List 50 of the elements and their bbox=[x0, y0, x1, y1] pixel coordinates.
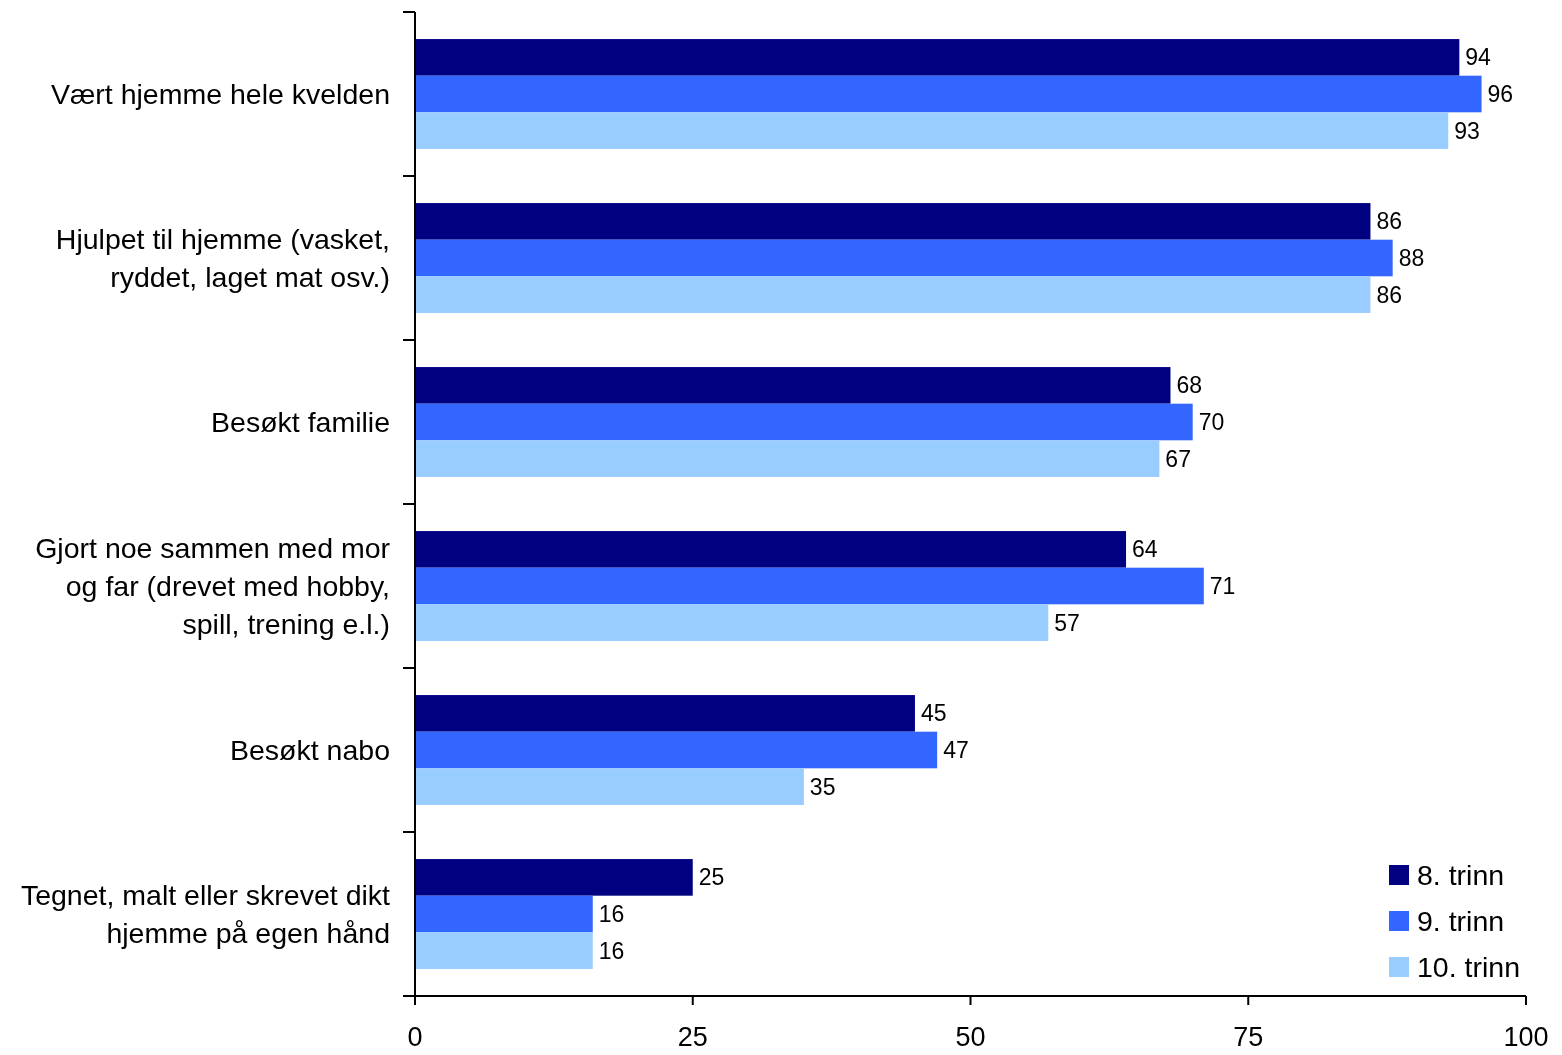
data-label: 47 bbox=[943, 737, 969, 764]
bar bbox=[415, 604, 1049, 641]
x-tick-label: 50 bbox=[955, 1022, 986, 1052]
bar bbox=[415, 731, 938, 769]
bar bbox=[415, 567, 1204, 605]
bar bbox=[415, 932, 593, 969]
y-tick-label: Tegnet, malt eller skrevet dikt hjemme på egen hånd bbox=[20, 878, 391, 949]
data-label: 70 bbox=[1198, 409, 1225, 436]
data-label: 93 bbox=[1454, 117, 1480, 144]
data-label: 88 bbox=[1398, 245, 1425, 272]
data-label: 16 bbox=[598, 937, 625, 964]
bar bbox=[415, 859, 693, 896]
data-label: 71 bbox=[1209, 573, 1236, 600]
bar bbox=[415, 531, 1127, 568]
y-tick-label: Besøkt familie bbox=[211, 405, 390, 438]
bar bbox=[415, 239, 1393, 277]
data-label: 57 bbox=[1054, 609, 1080, 636]
x-tick-label: 0 bbox=[407, 1022, 423, 1052]
bar bbox=[415, 768, 804, 805]
y-tick-label: Vært hjemme hele kvelden bbox=[51, 77, 390, 110]
bar bbox=[415, 403, 1193, 441]
bar bbox=[415, 367, 1171, 404]
bar bbox=[415, 276, 1371, 313]
legend-label: 8. trinn bbox=[1417, 858, 1505, 891]
x-tick-label: 25 bbox=[677, 1022, 708, 1052]
bar bbox=[415, 39, 1460, 76]
x-tick-label: 75 bbox=[1233, 1022, 1264, 1052]
data-label: 16 bbox=[598, 901, 625, 928]
bar bbox=[415, 112, 1449, 149]
y-tick-label: Besøkt nabo bbox=[229, 733, 390, 766]
y-tick-label: Gjort noe sammen med mor og far (drevet med hobby, spill, trening e.l.) bbox=[35, 531, 391, 640]
data-label: 86 bbox=[1376, 208, 1403, 235]
data-label: 64 bbox=[1132, 536, 1158, 563]
legend-label: 10. trinn bbox=[1417, 950, 1521, 983]
data-label: 94 bbox=[1465, 44, 1492, 71]
data-label: 45 bbox=[920, 700, 947, 727]
bar bbox=[415, 75, 1482, 113]
data-label: 86 bbox=[1376, 281, 1403, 308]
data-label: 68 bbox=[1176, 372, 1203, 399]
bar bbox=[415, 440, 1160, 477]
y-tick-label: Hjulpet til hjemme (vasket, ryddet, laget mat osv.) bbox=[55, 222, 390, 293]
data-label: 67 bbox=[1165, 445, 1191, 472]
data-label: 35 bbox=[809, 773, 836, 800]
data-label: 25 bbox=[698, 864, 725, 891]
bar bbox=[415, 203, 1371, 240]
bar bbox=[415, 895, 593, 933]
legend-label: 9. trinn bbox=[1417, 904, 1505, 937]
bar bbox=[415, 695, 915, 732]
data-label: 96 bbox=[1487, 81, 1514, 108]
x-tick-label: 100 bbox=[1503, 1022, 1549, 1052]
